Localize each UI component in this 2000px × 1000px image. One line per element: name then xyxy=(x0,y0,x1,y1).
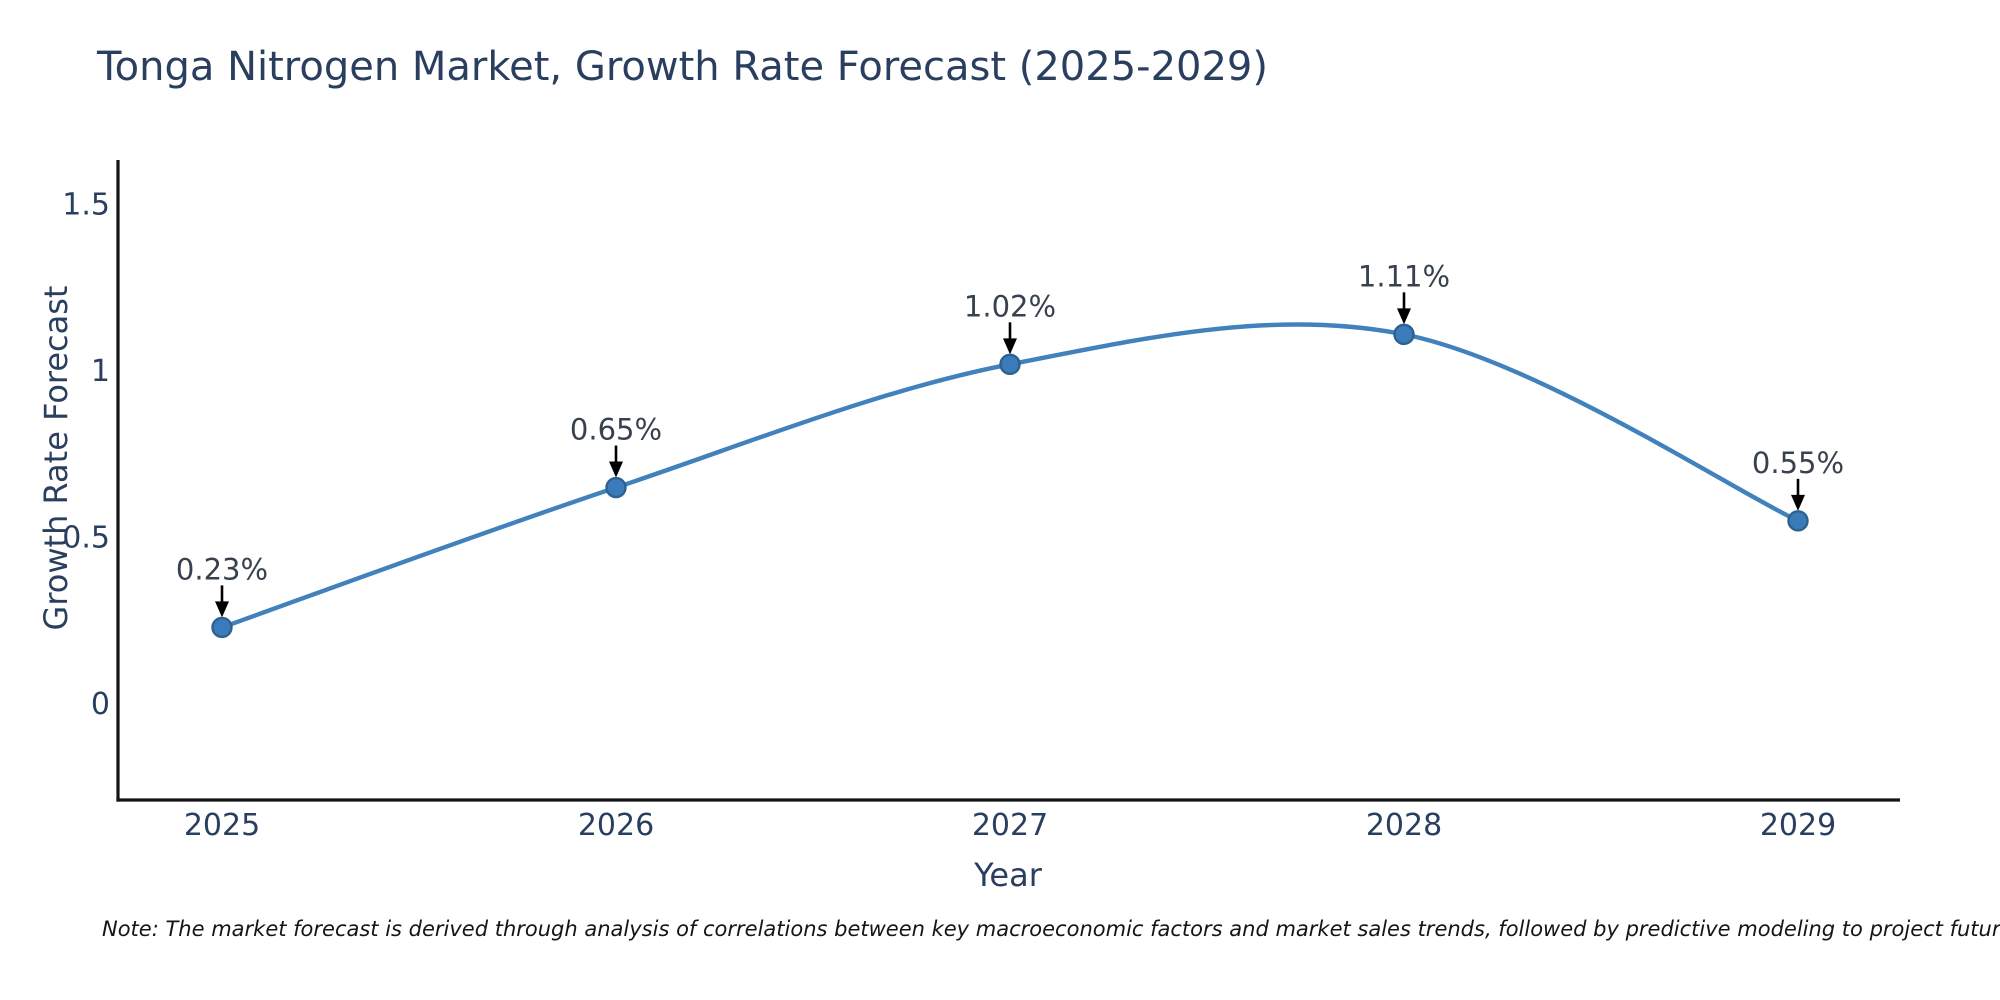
x-tick-label: 2029 xyxy=(1760,808,1836,843)
x-tick-label: 2028 xyxy=(1366,808,1442,843)
annotation-arrow-head xyxy=(609,461,623,478)
data-point-marker[interactable] xyxy=(211,616,233,639)
x-tick-label: 2025 xyxy=(184,808,260,843)
footnote: Note: The market forecast is derived thr… xyxy=(102,917,2000,941)
y-tick-label: 0.5 xyxy=(62,521,110,556)
data-point-marker[interactable] xyxy=(1787,510,1809,532)
annotation-label: 1.11% xyxy=(1358,259,1450,293)
annotation-label: 1.02% xyxy=(964,289,1056,323)
annotation-label: 0.23% xyxy=(176,552,268,586)
chart-title: Tonga Nitrogen Market, Growth Rate Forec… xyxy=(97,44,1268,90)
annotation-label: 0.65% xyxy=(570,413,662,447)
annotation-arrow-head xyxy=(1003,338,1017,355)
annotation-label: 0.55% xyxy=(1752,446,1844,480)
annotation-arrow-head xyxy=(215,601,229,618)
x-tick-label: 2027 xyxy=(972,808,1048,843)
x-tick-label: 2026 xyxy=(578,808,654,843)
data-point-marker[interactable] xyxy=(999,353,1021,376)
data-point-marker[interactable] xyxy=(605,476,627,499)
y-tick-label: 0 xyxy=(91,687,110,722)
annotation-arrow-head xyxy=(1791,494,1805,511)
data-point-marker[interactable] xyxy=(1393,323,1415,346)
x-axis-title: Year xyxy=(974,856,1042,894)
annotation-arrow-head xyxy=(1397,308,1411,325)
y-tick-label: 1.5 xyxy=(62,188,110,223)
y-tick-label: 1 xyxy=(91,354,110,389)
